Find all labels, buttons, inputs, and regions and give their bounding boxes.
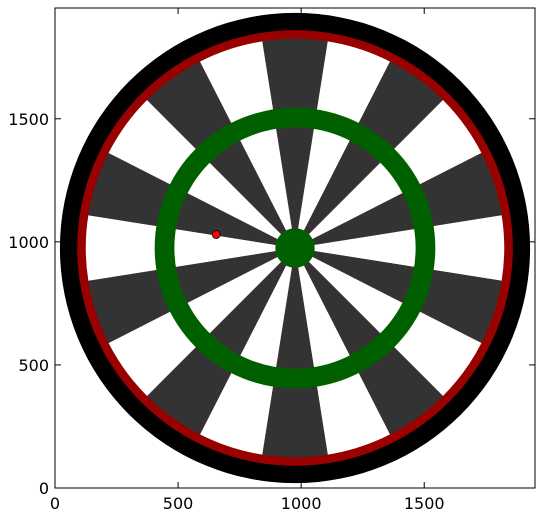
board-segment [88, 248, 295, 343]
board-segment [295, 248, 482, 396]
x-tick-label: 500 [163, 494, 194, 513]
board-segment [295, 248, 390, 455]
board-segment [147, 248, 295, 435]
plot-area [55, 8, 535, 488]
bullseye [275, 228, 315, 268]
board-segment [200, 248, 295, 455]
axis-ticks: 0 500 1000 1500 0 500 1000 1500 [8, 8, 535, 513]
board-segment [200, 41, 295, 248]
y-tick-label: 1000 [8, 233, 49, 252]
plot-frame [54, 7, 536, 489]
board-segment [147, 61, 295, 248]
y-tick-label: 1500 [8, 110, 49, 129]
board-segment [295, 248, 502, 343]
board-segment [262, 248, 328, 458]
board-segment [295, 248, 443, 435]
board-segment [108, 248, 295, 396]
dartboard-image [59, 12, 531, 484]
x-tick-label: 1000 [281, 494, 322, 513]
board-segment [85, 215, 295, 281]
y-tick-label: 0 [39, 479, 49, 498]
board-segment [295, 153, 502, 248]
board-segment [108, 100, 295, 248]
board-segment [262, 38, 328, 248]
y-tick-label: 500 [18, 356, 49, 375]
board-segment [295, 215, 505, 281]
dart-point [211, 230, 221, 239]
board-segment [295, 41, 390, 248]
x-tick-label: 1500 [404, 494, 445, 513]
board-segment [295, 100, 482, 248]
data-points [211, 230, 221, 239]
board-segment [88, 153, 295, 248]
x-tick-label: 0 [50, 494, 60, 513]
treble-ring [154, 107, 436, 389]
board-segment [295, 61, 443, 248]
